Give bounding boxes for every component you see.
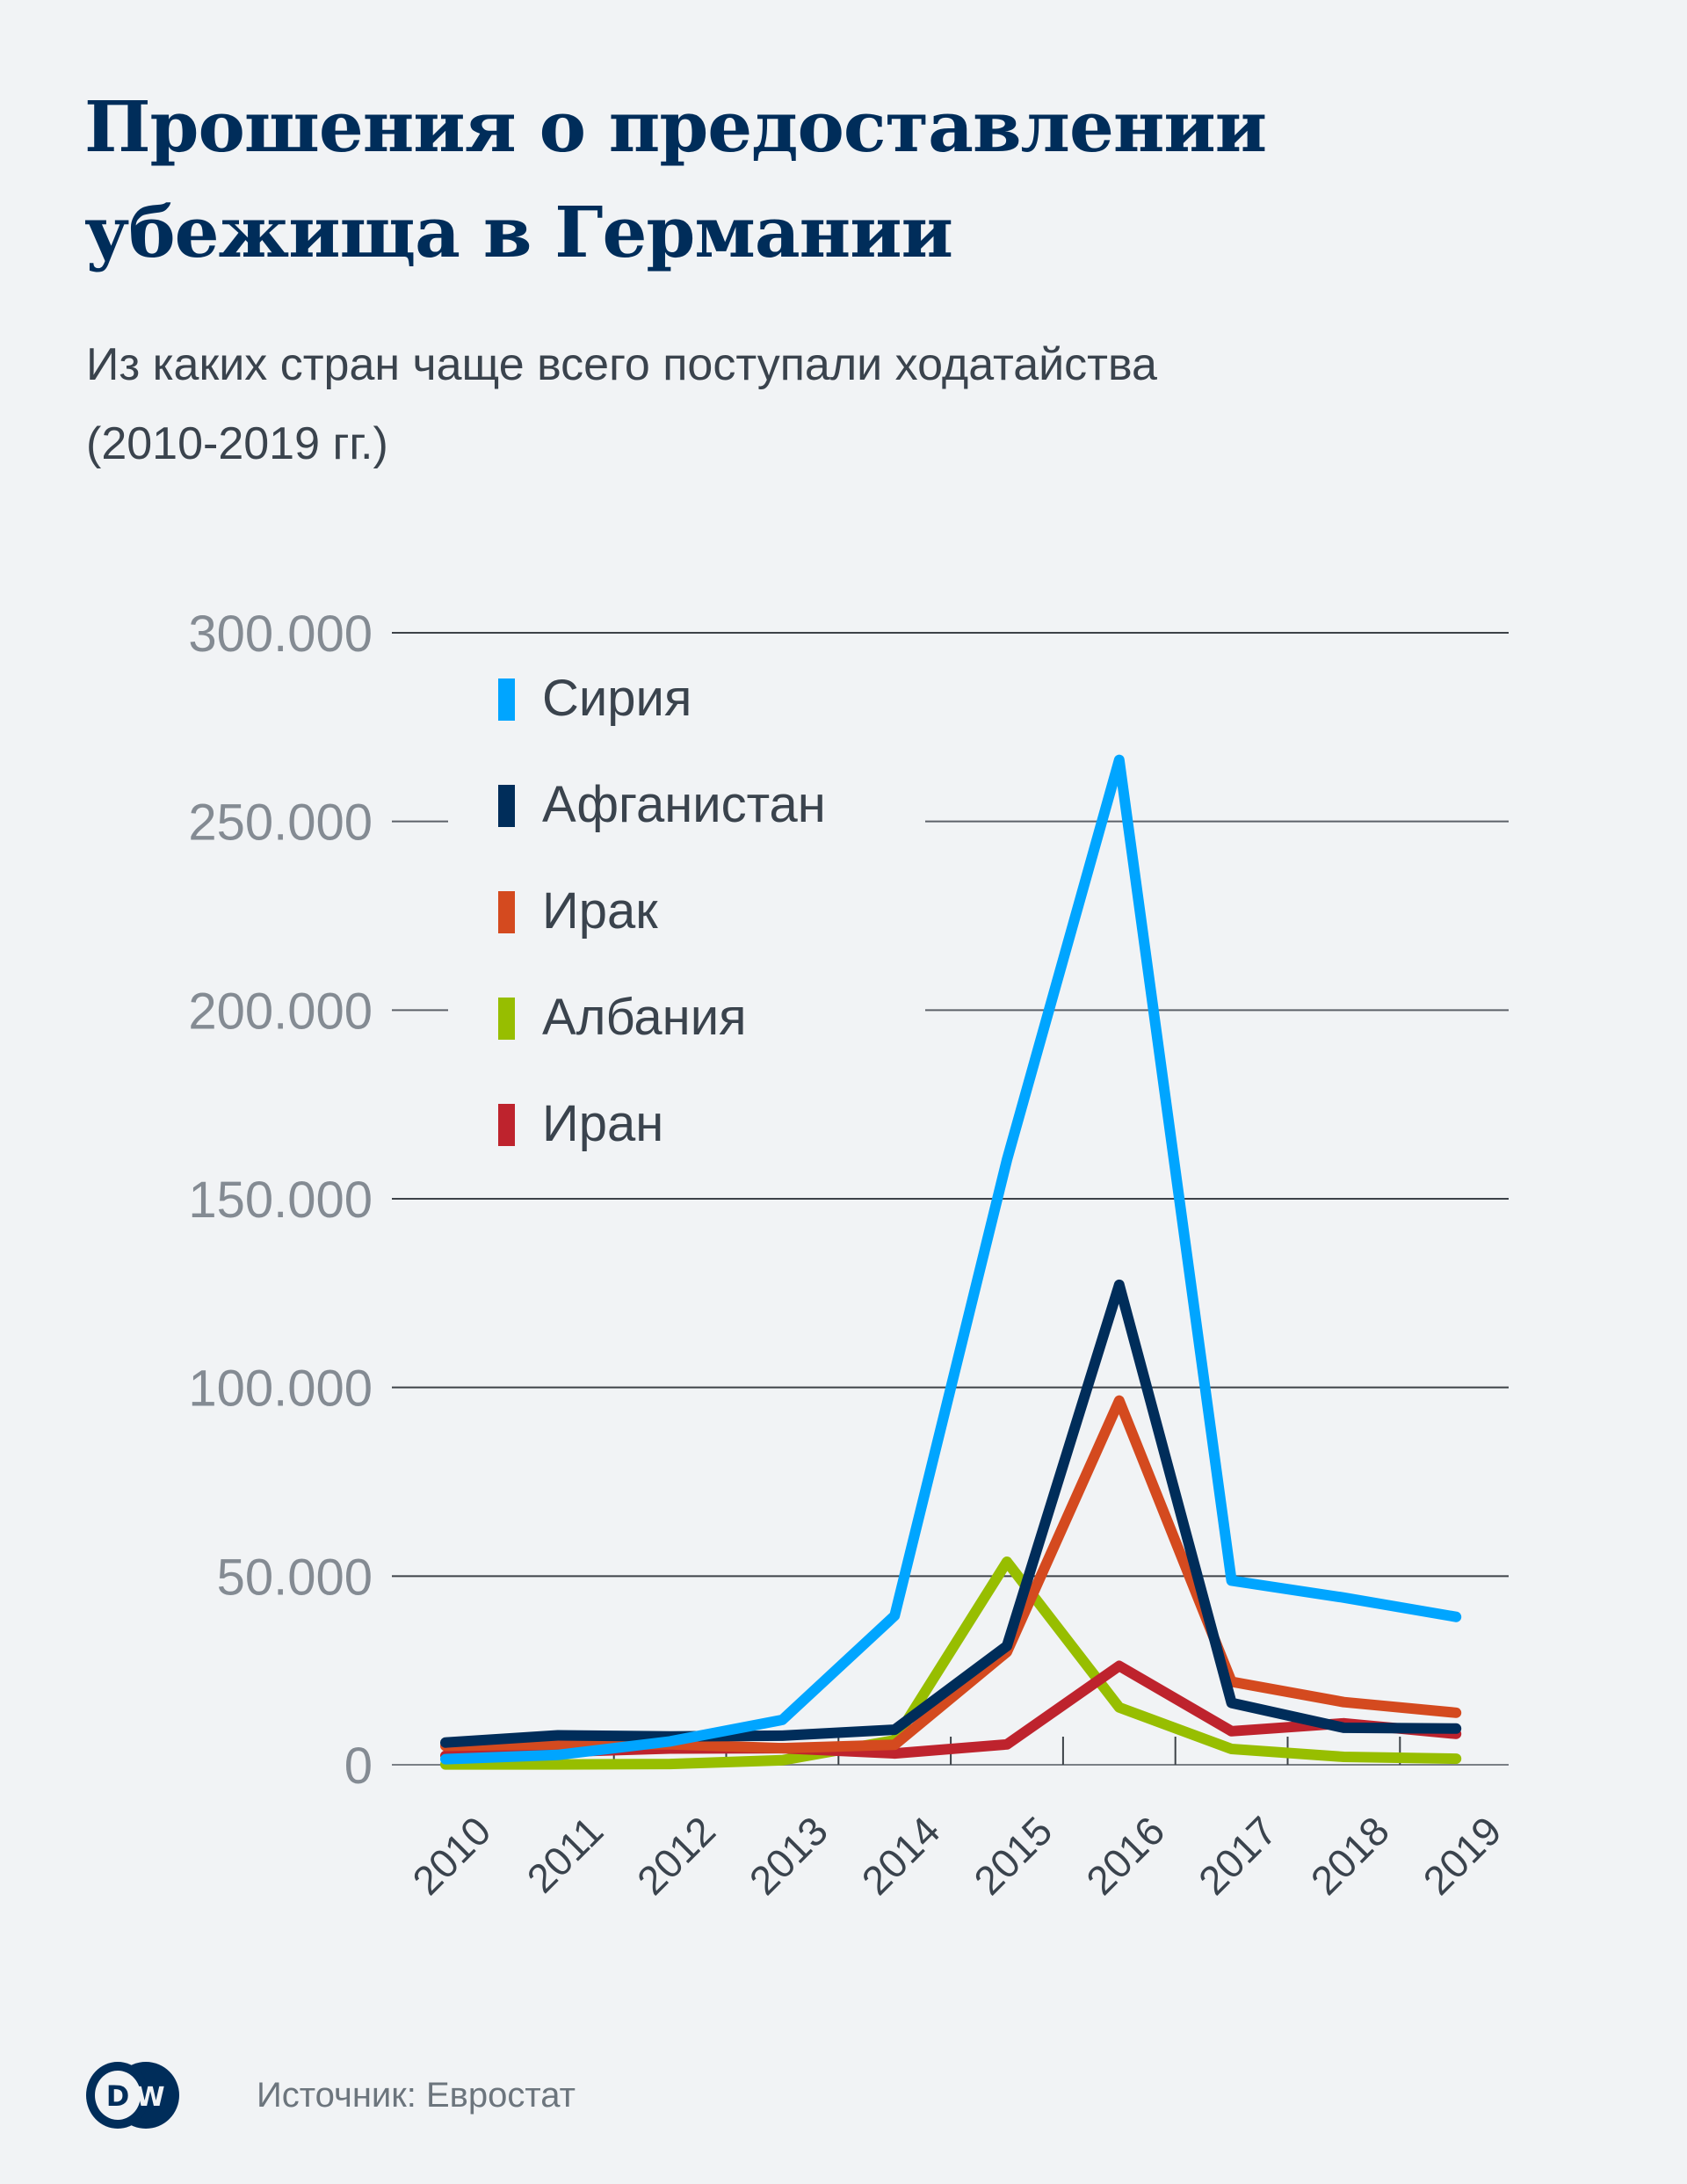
page-title: Прошения о предоставлении убежища в Герм… [84,74,1578,285]
subtitle-line-2: (2010-2019 гг.) [86,418,388,469]
legend: Сирия Афганистан Ирак Албания Иран [498,670,826,1152]
legend-swatch [498,678,515,721]
svg-text:W: W [135,2082,164,2113]
y-tick-label: 150.000 [188,1172,373,1229]
series-lines [440,754,1462,1770]
legend-label: Афганистан [542,776,826,833]
legend-swatch [498,891,515,933]
y-tick-label: 300.000 [188,606,373,663]
legend-label: Ирак [542,882,658,940]
y-axis-ticks: 0 50.000 100.000 150.000 200.000 250.000 300.0… [188,606,373,1795]
series-line-3 [440,1556,1462,1770]
y-tick-label: 250.000 [188,795,373,852]
x-axis-ticks: 2010 2011 2012 2013 2014 2015 2016 2017 2018 2019 [403,1737,1510,1904]
legend-swatch [498,785,515,827]
x-tick-label: 2017 [1190,1808,1285,1904]
x-tick-label: 2014 [853,1808,949,1904]
y-tick-label: 100.000 [188,1360,373,1418]
y-tick-label: 200.000 [188,983,373,1040]
y-tick-label: 50.000 [217,1549,373,1606]
footer: D W Источник: Евростат [84,2060,576,2130]
dw-logo-icon: D W [86,2062,179,2129]
y-tick-label: 0 [344,1738,373,1795]
title-line-2: убежища в Германии [84,191,953,273]
x-tick-label: 2010 [403,1808,499,1904]
legend-swatch [498,998,515,1040]
legend-label: Сирия [542,670,691,727]
x-tick-label: 2018 [1302,1808,1398,1904]
series-line-1 [440,1279,1462,1748]
x-tick-label: 2019 [1415,1808,1510,1904]
x-tick-label: 2013 [741,1808,836,1904]
legend-swatch [498,1104,515,1146]
series-line-2 [440,1395,1462,1754]
title-line-1: Прошения о предоставлении [84,85,1267,168]
subtitle-line-1: Из каких стран чаще всего поступали хода… [86,339,1157,390]
x-tick-label: 2012 [628,1808,724,1904]
legend-label: Иран [542,1095,663,1152]
source-note: Источник: Евростат [257,2075,576,2115]
x-tick-label: 2015 [965,1808,1061,1904]
x-tick-label: 2016 [1077,1808,1173,1904]
dw-logo: D W [84,2060,181,2130]
svg-text:D: D [106,2079,130,2113]
series-line-0 [440,754,1462,1765]
subtitle: Из каких стран чаще всего поступали хода… [86,325,1580,483]
x-tick-label: 2011 [518,1808,612,1902]
line-chart: 0 50.000 100.000 150.000 200.000 250.000 300.0… [188,606,1510,1904]
legend-label: Албания [542,989,747,1046]
